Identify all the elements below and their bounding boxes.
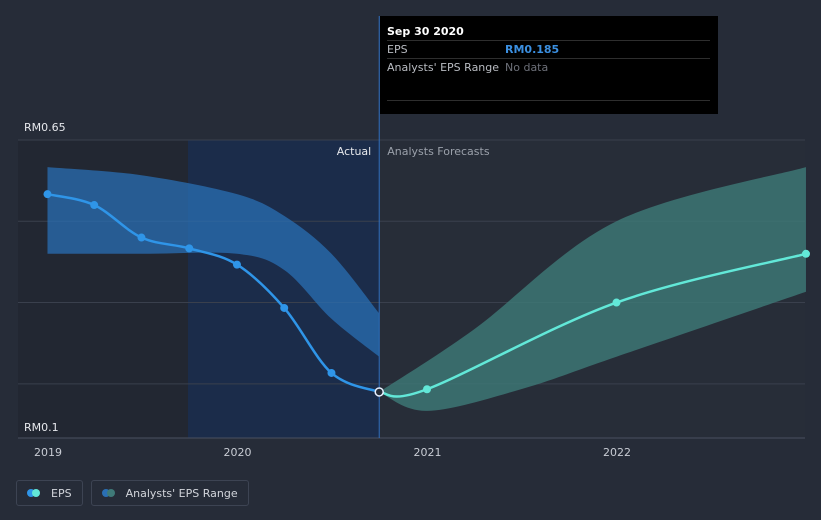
legend-eps-label: EPS: [51, 486, 72, 500]
x-tick-label: 2022: [603, 446, 631, 459]
eps-actual-point: [327, 368, 336, 377]
legend-range-toggle[interactable]: Analysts' EPS Range: [90, 480, 249, 506]
tooltip-divider: [387, 100, 710, 101]
eps-forecast-point: [422, 385, 431, 394]
x-tick-label: 2020: [223, 446, 251, 459]
tooltip-eps-value: RM0.185: [505, 43, 560, 56]
tooltip-eps-row: EPS RM0.185: [387, 40, 710, 58]
legend-range-label: Analysts' EPS Range: [125, 486, 238, 500]
actual-range-band: [47, 167, 380, 357]
y-min-label: RM0.1: [24, 421, 59, 434]
eps-forecast-point: [801, 249, 810, 258]
range-bands: [47, 167, 806, 411]
eps-actual-point: [43, 190, 52, 199]
hover-tooltip: Sep 30 2020 EPS RM0.185 Analysts' EPS Ra…: [380, 16, 718, 114]
tooltip-range-value: No data: [505, 61, 549, 74]
highlighted-point: [374, 387, 384, 397]
chart-labels: RM0.65 RM0.1 2019 2020 2021 2022 Actual Analyst…: [24, 121, 631, 459]
x-tick-label: 2019: [34, 446, 62, 459]
x-tick-label: 2021: [414, 446, 442, 459]
range-dots-icon: [101, 489, 118, 497]
eps-actual-point: [185, 244, 194, 253]
tooltip-eps-label: EPS: [387, 43, 408, 56]
eps-actual-point: [137, 233, 146, 242]
eps-actual-point: [90, 201, 99, 210]
eps-dots-icon: [27, 489, 43, 497]
eps-actual-point: [280, 303, 289, 312]
eps-forecast-line: [379, 252, 807, 398]
data-points: [43, 190, 810, 397]
tooltip-range-row: Analysts' EPS Range No data: [387, 58, 710, 76]
eps-actual-point: [232, 260, 241, 269]
tooltip-range-label: Analysts' EPS Range: [387, 61, 500, 74]
eps-forecast-point: [612, 298, 621, 307]
chart-legend: EPS Analysts' EPS Range: [16, 480, 249, 506]
actual-region-label: Actual: [337, 145, 371, 158]
eps-actual-line: [47, 192, 380, 394]
forecast-region-label: Analysts Forecasts: [387, 145, 490, 158]
series-lines: [47, 192, 807, 398]
forecast-range-band: [379, 167, 806, 411]
legend-eps-toggle[interactable]: EPS: [16, 480, 83, 506]
tooltip-date: Sep 30 2020: [387, 25, 464, 38]
y-max-label: RM0.65: [24, 121, 66, 134]
